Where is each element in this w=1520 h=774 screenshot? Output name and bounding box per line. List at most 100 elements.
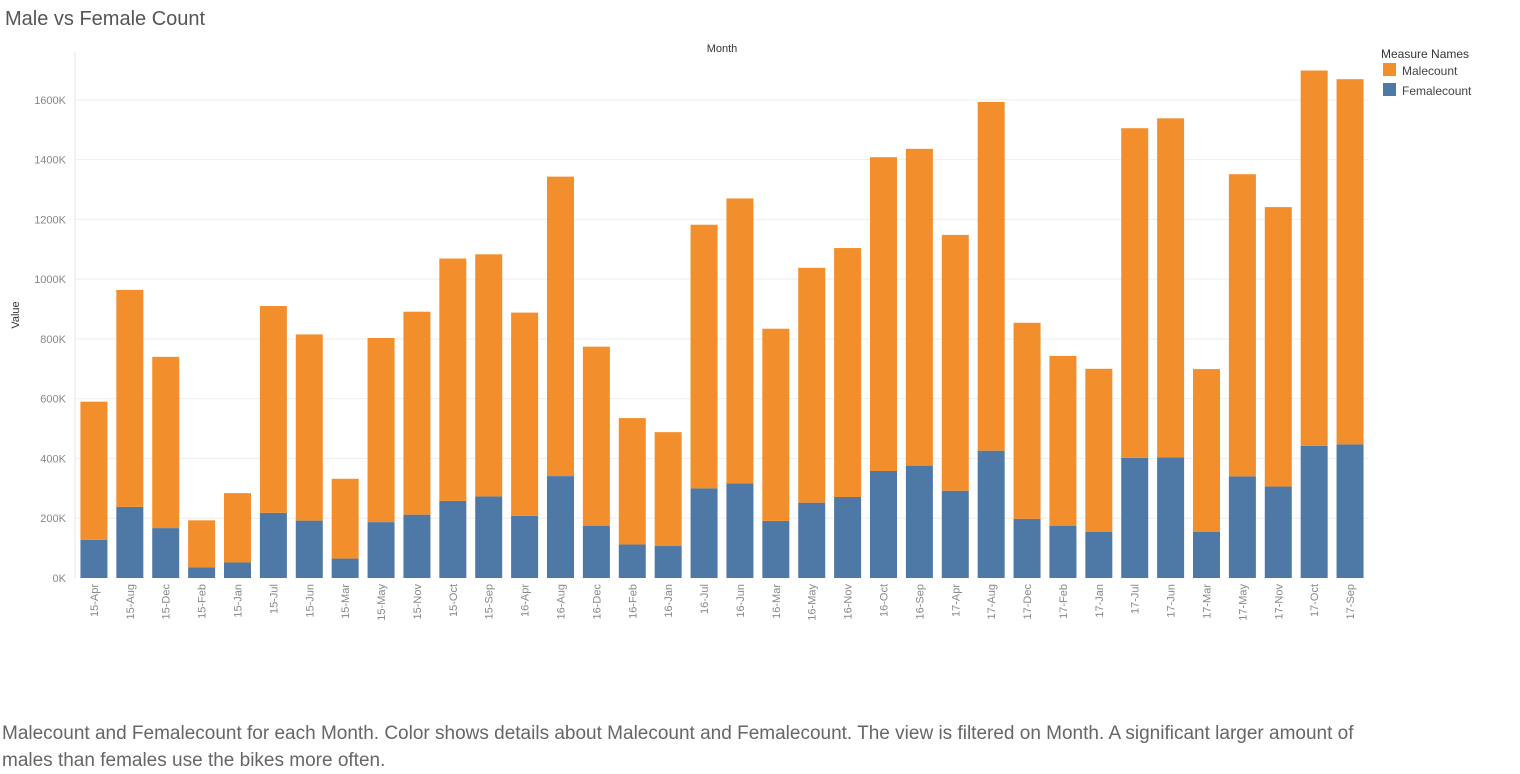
bar-malecount-17-Feb[interactable]	[1049, 355, 1077, 526]
x-tick-label: 16-Aug	[556, 584, 568, 619]
bar-malecount-17-Nov[interactable]	[1264, 207, 1292, 487]
x-tick-label: 16-Apr	[520, 584, 532, 617]
x-tick-label: 15-Feb	[197, 584, 209, 619]
bar-malecount-17-Dec[interactable]	[1013, 322, 1041, 519]
bar-femalecount-16-Apr[interactable]	[511, 515, 539, 578]
bar-femalecount-15-Feb[interactable]	[188, 567, 216, 578]
bar-femalecount-17-Jun[interactable]	[1157, 457, 1185, 578]
bar-malecount-16-Nov[interactable]	[834, 248, 862, 498]
chart-caption: Malecount and Femalecount for each Month…	[2, 723, 1354, 771]
bar-femalecount-15-Jul[interactable]	[259, 512, 287, 578]
bar-malecount-17-Jan[interactable]	[1085, 368, 1113, 532]
bar-femalecount-17-Jan[interactable]	[1085, 531, 1113, 578]
x-tick-label: 17-Apr	[950, 584, 962, 617]
bar-malecount-15-Oct[interactable]	[439, 258, 467, 501]
x-tick-label: 16-Mar	[771, 584, 783, 619]
bar-malecount-17-Aug[interactable]	[977, 101, 1005, 451]
bar-malecount-16-Apr[interactable]	[511, 312, 539, 516]
bar-malecount-15-Nov[interactable]	[403, 311, 431, 515]
bar-femalecount-17-Oct[interactable]	[1300, 445, 1328, 578]
bars	[80, 70, 1364, 578]
bar-femalecount-16-May[interactable]	[798, 502, 826, 578]
bar-femalecount-15-Jun[interactable]	[295, 520, 323, 578]
bar-femalecount-15-May[interactable]	[367, 522, 395, 578]
bar-femalecount-15-Aug[interactable]	[116, 506, 144, 578]
bar-malecount-16-Sep[interactable]	[905, 148, 933, 466]
bar-malecount-15-Feb[interactable]	[188, 520, 216, 568]
bar-malecount-15-Aug[interactable]	[116, 289, 144, 507]
bar-femalecount-17-Dec[interactable]	[1013, 518, 1041, 578]
bar-malecount-15-May[interactable]	[367, 338, 395, 523]
x-tick-label: 17-Jan	[1094, 584, 1106, 618]
legend: Measure Names Malecount Femalecount	[1381, 47, 1472, 98]
x-tick-label: 16-May	[807, 584, 819, 621]
bar-femalecount-16-Jun[interactable]	[726, 483, 754, 578]
x-tick-label: 17-Jul	[1130, 584, 1142, 614]
bar-femalecount-16-Jan[interactable]	[654, 546, 682, 578]
bar-malecount-17-Oct[interactable]	[1300, 70, 1328, 446]
bar-femalecount-16-Jul[interactable]	[690, 488, 718, 578]
y-tick-label: 1400K	[34, 155, 66, 167]
bar-malecount-15-Jul[interactable]	[259, 306, 287, 513]
bar-femalecount-16-Mar[interactable]	[762, 520, 790, 578]
bar-malecount-16-Jan[interactable]	[654, 432, 682, 547]
bar-femalecount-16-Dec[interactable]	[582, 525, 610, 578]
bar-malecount-16-May[interactable]	[798, 267, 826, 503]
chart: 0K 200K 400K 600K 800K 1000K 1200K 1400K 1600K 1…	[10, 43, 1472, 621]
x-tick-label: 17-Feb	[1058, 584, 1070, 619]
bar-femalecount-17-Jul[interactable]	[1121, 457, 1149, 578]
bar-femalecount-16-Feb[interactable]	[618, 544, 646, 578]
bar-malecount-16-Oct[interactable]	[870, 157, 897, 472]
x-tick-label: 16-Dec	[591, 584, 603, 620]
bar-malecount-17-May[interactable]	[1228, 174, 1256, 477]
bar-femalecount-16-Oct[interactable]	[870, 471, 897, 578]
bar-malecount-15-Apr[interactable]	[80, 401, 108, 540]
bar-malecount-15-Dec[interactable]	[152, 356, 180, 529]
bar-malecount-17-Jun[interactable]	[1157, 118, 1185, 458]
bar-femalecount-17-May[interactable]	[1228, 476, 1256, 578]
bar-femalecount-15-Apr[interactable]	[80, 539, 108, 578]
bar-femalecount-15-Jan[interactable]	[224, 562, 251, 578]
bar-malecount-15-Mar[interactable]	[331, 478, 359, 559]
bar-femalecount-16-Nov[interactable]	[834, 497, 862, 578]
legend-swatch-malecount	[1383, 63, 1396, 76]
legend-title: Measure Names	[1381, 47, 1469, 61]
bar-malecount-15-Jun[interactable]	[295, 334, 323, 521]
bar-malecount-17-Sep[interactable]	[1336, 79, 1364, 445]
bar-femalecount-15-Nov[interactable]	[403, 514, 431, 578]
legend-item-malecount[interactable]: Malecount	[1383, 63, 1458, 78]
x-tick-label: 15-Dec	[161, 584, 173, 620]
bar-malecount-16-Jun[interactable]	[726, 198, 754, 484]
bar-femalecount-17-Aug[interactable]	[977, 450, 1005, 578]
bar-malecount-16-Dec[interactable]	[582, 346, 610, 526]
bar-malecount-16-Aug[interactable]	[547, 176, 574, 477]
x-tick-label: 15-Oct	[448, 584, 460, 617]
bar-femalecount-17-Feb[interactable]	[1049, 525, 1077, 578]
bar-malecount-17-Mar[interactable]	[1193, 369, 1220, 532]
y-axis-title: Value	[10, 301, 22, 328]
bar-femalecount-17-Sep[interactable]	[1336, 444, 1364, 578]
y-ticks: 0K 200K 400K 600K 800K 1000K 1200K 1400K 1600K	[34, 95, 66, 585]
x-tick-label: 15-Nov	[412, 584, 424, 620]
bar-malecount-15-Sep[interactable]	[475, 254, 503, 497]
bar-malecount-16-Mar[interactable]	[762, 328, 790, 521]
bar-malecount-15-Jan[interactable]	[224, 493, 251, 563]
x-tick-label: 16-Nov	[843, 584, 855, 620]
bar-femalecount-17-Mar[interactable]	[1193, 531, 1220, 578]
bar-femalecount-15-Dec[interactable]	[152, 528, 180, 578]
x-tick-label: 17-Nov	[1273, 584, 1285, 620]
bar-femalecount-17-Apr[interactable]	[941, 490, 969, 578]
gridlines	[76, 99, 1368, 519]
bar-malecount-16-Feb[interactable]	[618, 418, 646, 545]
bar-malecount-17-Jul[interactable]	[1121, 128, 1149, 458]
bar-femalecount-15-Mar[interactable]	[331, 558, 359, 578]
bar-femalecount-15-Oct[interactable]	[439, 500, 467, 578]
bar-malecount-16-Jul[interactable]	[690, 224, 718, 489]
bar-femalecount-15-Sep[interactable]	[475, 496, 503, 578]
legend-item-femalecount[interactable]: Femalecount	[1383, 83, 1472, 98]
bar-femalecount-16-Sep[interactable]	[905, 465, 933, 578]
bar-femalecount-16-Aug[interactable]	[547, 476, 574, 578]
bar-femalecount-17-Nov[interactable]	[1264, 486, 1292, 578]
legend-label-malecount: Malecount	[1402, 64, 1458, 78]
bar-malecount-17-Apr[interactable]	[941, 234, 969, 491]
